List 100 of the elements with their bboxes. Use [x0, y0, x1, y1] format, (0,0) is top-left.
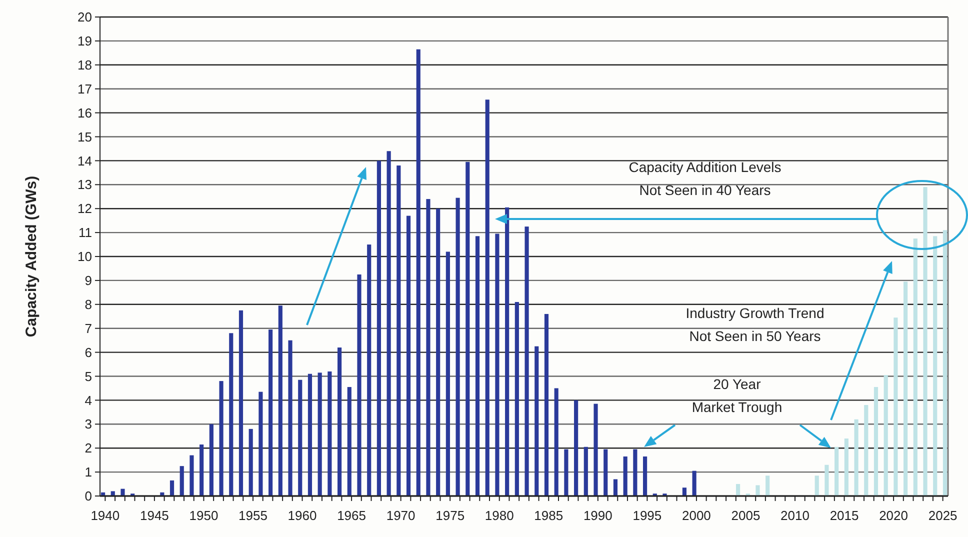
x-tick-label: 1985 [534, 508, 564, 523]
bar [416, 49, 420, 496]
bar [505, 207, 510, 496]
bar [574, 400, 578, 496]
y-tick-label: 18 [78, 57, 92, 72]
y-tick-label: 12 [78, 201, 92, 216]
bar [406, 216, 411, 496]
y-tick-label: 20 [78, 10, 92, 25]
bar [308, 374, 312, 496]
bar [190, 455, 194, 496]
bar [386, 151, 391, 496]
bar [200, 444, 204, 496]
x-tick-label: 2010 [780, 508, 810, 523]
bar [248, 428, 253, 496]
bar [584, 446, 588, 496]
bar [170, 480, 174, 496]
bar [347, 387, 352, 496]
bar [268, 330, 273, 496]
x-tick-label: 2000 [682, 508, 711, 523]
bar [766, 476, 770, 496]
y-tick-label: 19 [78, 34, 92, 48]
x-tick-label: 2020 [879, 508, 908, 523]
bar [894, 318, 898, 496]
x-tick-label: 2005 [731, 508, 760, 523]
y-tick-label: 9 [84, 273, 92, 288]
bar [396, 165, 401, 496]
bar [110, 491, 115, 496]
bar [298, 380, 302, 496]
y-tick-label: 11 [78, 225, 92, 240]
bar [874, 387, 878, 496]
bar [466, 162, 470, 496]
bar [288, 340, 292, 496]
y-tick-label: 17 [78, 81, 92, 96]
x-tick-label: 1955 [238, 508, 268, 523]
y-tick-label: 3 [84, 416, 92, 432]
y-tick-label: 1 [84, 464, 92, 480]
bar [564, 449, 568, 496]
y-tick-label: 7 [84, 320, 92, 336]
bar [514, 302, 519, 496]
x-tick-label: 2015 [830, 508, 859, 523]
bar [824, 464, 829, 496]
x-tick-label: 1990 [583, 508, 612, 523]
bar [854, 419, 858, 496]
y-tick-label: 16 [78, 105, 92, 120]
x-tick-label: 1945 [140, 508, 169, 523]
x-tick-label: 1975 [436, 508, 465, 523]
bar [485, 100, 490, 496]
y-tick-label: 5 [84, 368, 92, 384]
annotation: Industry Growth Trend Not Seen in 50 Years [686, 305, 824, 344]
bar [446, 252, 450, 496]
bar [534, 346, 539, 496]
bar [318, 372, 322, 496]
y-tick-label: 15 [78, 129, 92, 144]
bar [495, 234, 500, 496]
annotation: 20 Year Market Trough [692, 376, 782, 415]
x-tick-label: 1970 [386, 508, 416, 523]
bar [524, 226, 529, 496]
x-tick-label: 1940 [90, 508, 120, 523]
x-tick-label: 2025 [928, 508, 958, 523]
bar [594, 404, 598, 496]
bar [864, 404, 868, 496]
y-tick-label: 10 [78, 249, 92, 264]
bar [357, 274, 362, 496]
y-tick-label: 14 [78, 153, 92, 168]
bar [209, 424, 214, 496]
bar [884, 375, 888, 496]
bar [229, 333, 234, 496]
bar [682, 488, 686, 496]
bar [692, 470, 696, 496]
bar [613, 479, 618, 496]
x-tick-label: 1965 [337, 508, 366, 523]
y-tick-label: 2 [84, 440, 92, 456]
y-axis-title: Capacity Added (GWs) [23, 176, 40, 338]
y-tick-label: 4 [84, 392, 92, 408]
bar [456, 198, 460, 496]
bar [544, 314, 549, 496]
y-tick-label: 13 [78, 177, 92, 192]
bar [623, 456, 628, 496]
bar [844, 438, 848, 496]
bar [913, 238, 918, 496]
bar [278, 306, 282, 496]
bar [338, 348, 342, 496]
bar [258, 392, 263, 496]
bar [942, 230, 948, 496]
bar [923, 187, 928, 496]
bar [604, 449, 608, 496]
annotation: Capacity Addition Levels Not Seen in 40 Years [628, 159, 782, 198]
x-tick-label: 1960 [288, 508, 317, 523]
bar [367, 244, 372, 496]
bar [904, 282, 908, 496]
bar [475, 236, 480, 496]
bar [219, 381, 224, 496]
y-tick-label: 6 [84, 344, 92, 360]
bar [814, 476, 819, 496]
bar [933, 236, 938, 496]
bar [328, 371, 332, 496]
bar [426, 199, 430, 496]
bar [554, 388, 558, 496]
bar [756, 485, 760, 496]
bar [238, 310, 244, 496]
